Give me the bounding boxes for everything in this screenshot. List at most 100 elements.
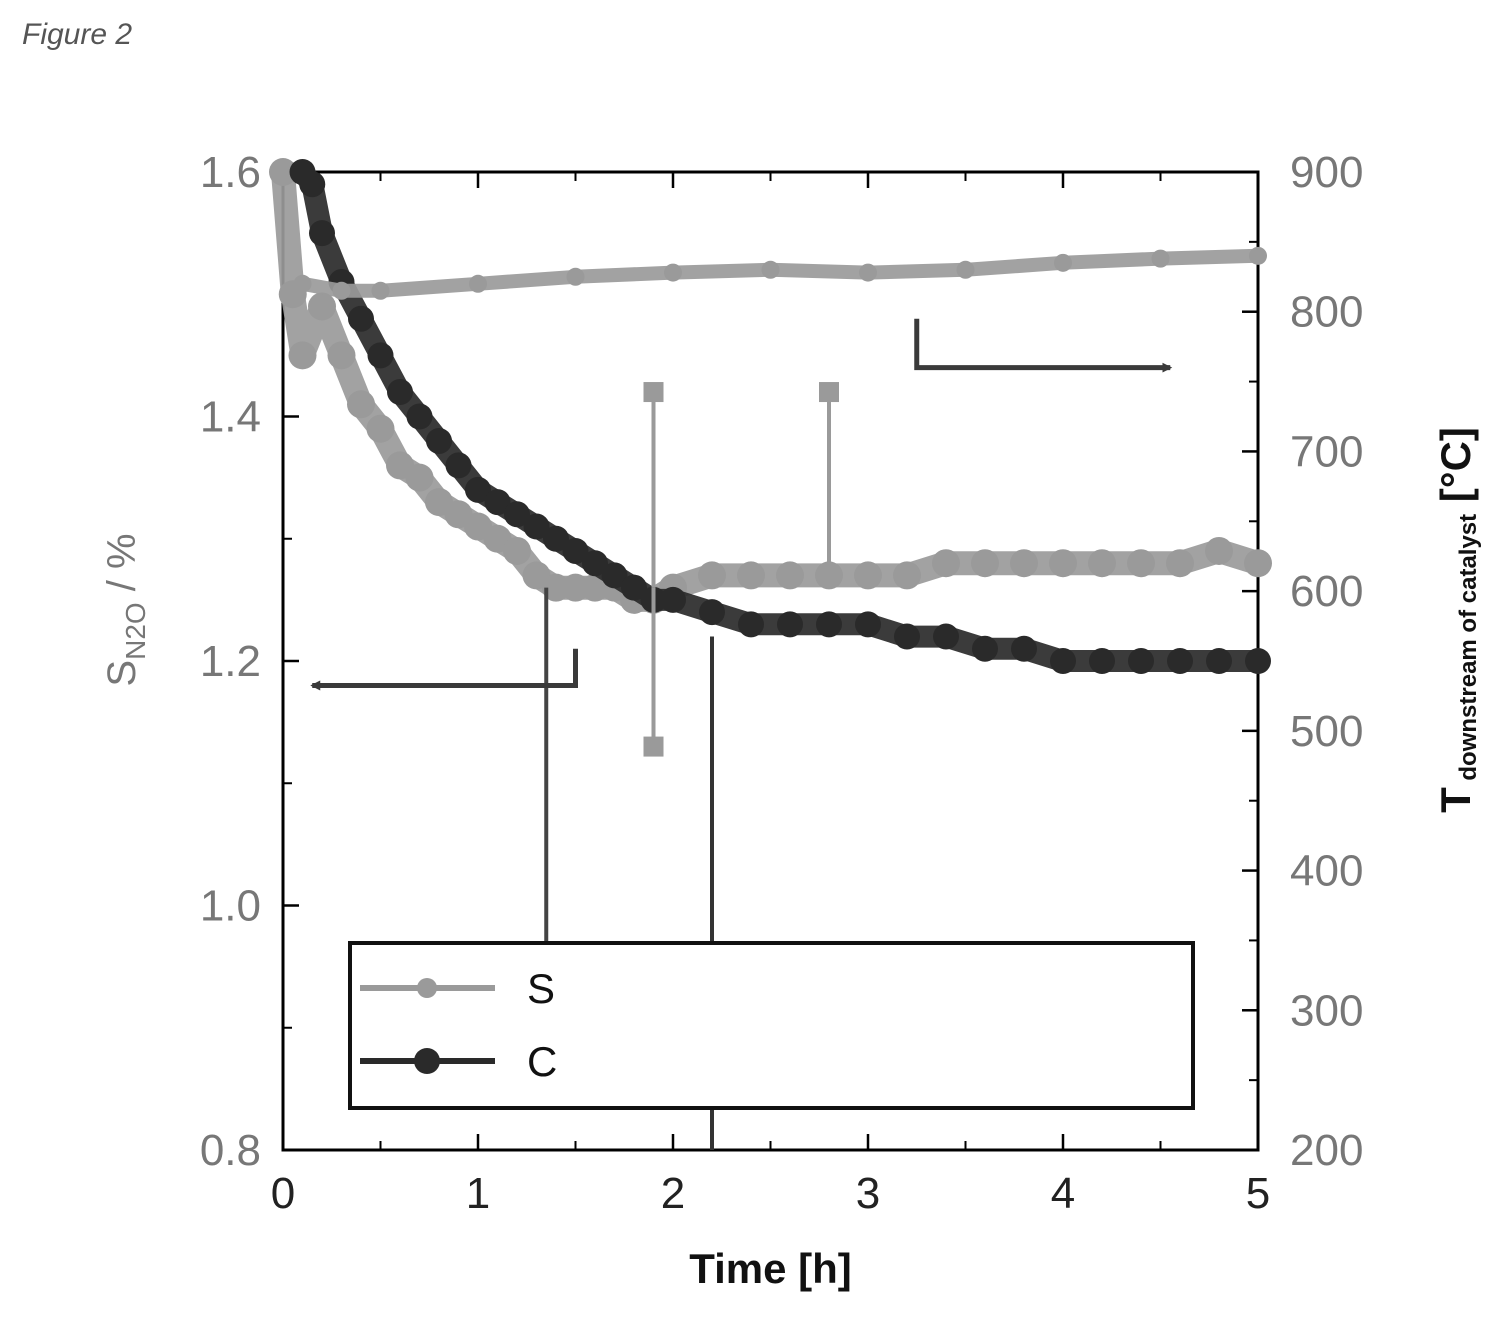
y-right-tick-label: 300 bbox=[1290, 986, 1363, 1035]
data-point-s bbox=[1049, 549, 1077, 578]
figure-label: Figure 2 bbox=[22, 18, 133, 51]
data-point-temperature bbox=[332, 281, 351, 300]
legend-label-s: S bbox=[527, 965, 555, 1012]
data-point-temperature bbox=[1054, 253, 1072, 272]
outlier-point bbox=[643, 382, 664, 403]
data-point-s bbox=[347, 390, 375, 419]
data-point-temperature bbox=[761, 260, 780, 279]
data-point-s bbox=[327, 341, 356, 370]
data-point-c bbox=[387, 379, 413, 406]
series-line-s bbox=[271, 160, 1270, 612]
y-left-tick-label: 0.8 bbox=[200, 1126, 261, 1175]
data-point-s bbox=[542, 573, 570, 602]
data-point-s bbox=[366, 414, 395, 443]
data-point-c bbox=[621, 574, 647, 601]
data-point-s bbox=[1010, 549, 1038, 578]
data-point-temperature bbox=[469, 274, 487, 293]
data-point-c bbox=[1167, 648, 1193, 674]
left-axis-arrow bbox=[310, 648, 578, 691]
data-point-s bbox=[581, 573, 609, 602]
data-point-s bbox=[776, 561, 804, 590]
data-point-s bbox=[288, 341, 317, 370]
y-left-axis-title: SN2O / % bbox=[100, 533, 151, 686]
data-point-s bbox=[503, 536, 531, 565]
x-tick-label: 1 bbox=[466, 1169, 490, 1218]
data-point-c bbox=[699, 599, 725, 626]
data-point-c bbox=[299, 171, 326, 198]
data-point-s bbox=[854, 561, 882, 590]
data-point-s bbox=[932, 549, 960, 578]
y-right-tick-label: 200 bbox=[1290, 1126, 1363, 1175]
y-left-tick-label: 1.6 bbox=[200, 148, 261, 197]
x-tick-label: 3 bbox=[856, 1169, 880, 1218]
x-tick-label: 2 bbox=[661, 1169, 685, 1218]
y-right-tick-label: 600 bbox=[1290, 567, 1363, 616]
data-point-c bbox=[562, 537, 589, 564]
data-point-c bbox=[816, 611, 842, 638]
data-point-s bbox=[893, 561, 921, 590]
data-point-c bbox=[309, 220, 335, 247]
data-point-c bbox=[348, 305, 374, 332]
x-axis-title: Time [h] bbox=[689, 1245, 852, 1292]
data-point-temperature bbox=[371, 281, 390, 300]
data-point-c bbox=[543, 525, 569, 552]
data-point-c bbox=[504, 501, 530, 528]
data-point-c bbox=[777, 611, 803, 638]
legend: SC bbox=[348, 941, 1195, 1110]
data-point-c bbox=[972, 635, 998, 662]
data-point-c bbox=[406, 403, 433, 430]
data-point-s bbox=[1244, 549, 1272, 578]
legend-box bbox=[348, 941, 1195, 1110]
data-point-c bbox=[1089, 648, 1115, 674]
data-point-s bbox=[269, 158, 297, 186]
data-point-s bbox=[1166, 549, 1194, 578]
data-point-c bbox=[933, 623, 959, 650]
data-point-s bbox=[1088, 549, 1116, 578]
legend-marker-s bbox=[417, 978, 437, 998]
data-point-s bbox=[561, 573, 590, 602]
y-right-axis-title: T downstream of catalyst [°C] bbox=[1432, 427, 1482, 813]
data-point-c bbox=[582, 550, 608, 577]
data-point-c bbox=[523, 513, 550, 540]
data-point-c bbox=[660, 586, 686, 613]
data-point-c bbox=[426, 427, 452, 454]
right-axis-arrow bbox=[914, 318, 1173, 373]
data-point-c bbox=[465, 476, 491, 503]
data-point-s bbox=[971, 549, 999, 578]
legend-marker-c bbox=[414, 1048, 440, 1074]
series-line-c bbox=[291, 161, 1269, 672]
data-point-c bbox=[1011, 635, 1037, 662]
data-point-s bbox=[698, 561, 726, 590]
data-point-c bbox=[1245, 648, 1271, 674]
outlier-point bbox=[819, 382, 839, 403]
data-point-temperature bbox=[956, 260, 975, 279]
data-point-s bbox=[737, 561, 765, 590]
data-point-temperature bbox=[566, 267, 585, 286]
data-point-temperature bbox=[859, 263, 877, 282]
data-point-temperature bbox=[1151, 249, 1170, 268]
y-right-tick-label: 700 bbox=[1290, 427, 1363, 476]
y-right-tick-label: 500 bbox=[1290, 707, 1363, 756]
x-tick-label: 5 bbox=[1246, 1169, 1270, 1218]
data-point-c bbox=[367, 342, 394, 369]
data-point-c bbox=[484, 489, 511, 516]
y-right-tick-label: 400 bbox=[1290, 847, 1363, 896]
data-point-temperature bbox=[1249, 246, 1267, 265]
data-point-s bbox=[1127, 549, 1155, 578]
data-point-s bbox=[308, 292, 336, 321]
y-right-tick-label: 800 bbox=[1290, 288, 1363, 337]
data-point-s bbox=[405, 463, 434, 492]
data-point-c bbox=[1128, 648, 1154, 674]
y-left-tick-label: 1.4 bbox=[200, 393, 261, 442]
y-right-tick-label: 900 bbox=[1290, 148, 1363, 197]
data-point-c bbox=[445, 452, 472, 479]
series-line-temperature bbox=[295, 248, 1265, 298]
data-point-c bbox=[894, 623, 920, 650]
data-point-s bbox=[1205, 536, 1233, 565]
data-point-c bbox=[738, 611, 764, 638]
data-point-temperature bbox=[664, 263, 682, 282]
data-point-c bbox=[601, 562, 628, 589]
data-point-temperature bbox=[293, 274, 312, 293]
outlier-point bbox=[643, 736, 664, 757]
